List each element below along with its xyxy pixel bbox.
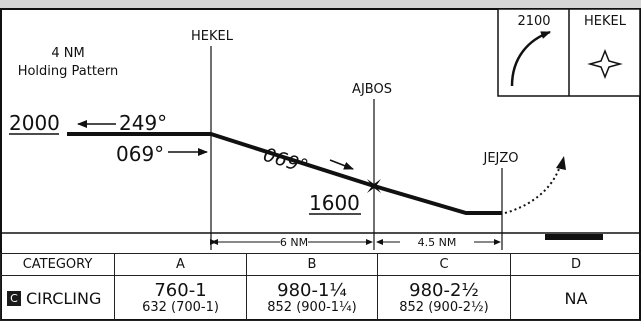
minima-table: CATEGORY A B C D C CIRCLING 760-1 632 (70… xyxy=(0,253,641,321)
minima-cat-c: 980-2½ 852 (900-2½) xyxy=(377,275,511,321)
minima-header-d: D xyxy=(510,253,641,276)
minima-circling-row: C CIRCLING 760-1 632 (700-1) 980-1¼ 852 (… xyxy=(0,275,641,321)
minima-header-a: A xyxy=(114,253,247,276)
minima-cat-b: 980-1¼ 852 (900-1¼) xyxy=(246,275,378,321)
cat-b-hat: 852 (900-1¼) xyxy=(267,299,357,315)
minima-header-row: CATEGORY A B C D xyxy=(0,253,641,276)
outbound-course: 249° xyxy=(119,111,167,135)
stepdown-altitude: 1600 xyxy=(309,191,360,215)
minima-cat-a: 760-1 632 (700-1) xyxy=(114,275,247,321)
missed-climb-altitude: 2100 xyxy=(517,14,550,29)
climb-turn-arrow-icon xyxy=(510,30,551,87)
distance-hekel-ajbos: 6 NM xyxy=(280,236,308,249)
inbound-course: 069° xyxy=(116,142,164,166)
fix-ajbos-label: AJBOS xyxy=(352,82,392,97)
missed-approach-path xyxy=(504,165,561,214)
holding-label: Holding Pattern xyxy=(18,64,119,79)
fix-jejzo-label: JEJZO xyxy=(482,151,518,166)
cat-b-mda: 980-1¼ xyxy=(277,279,347,301)
fix-hekel-label: HEKEL xyxy=(191,29,234,44)
missed-approach-icons: 2100 HEKEL xyxy=(497,8,641,97)
minima-header-category: CATEGORY xyxy=(0,253,115,276)
holding-distance: 4 NM xyxy=(51,46,84,61)
cat-a-mda: 760-1 xyxy=(154,279,207,301)
minima-header-b: B xyxy=(246,253,378,276)
circling-badge: C xyxy=(7,290,21,306)
descent-profile xyxy=(210,132,502,215)
cat-c-mda: 980-2½ xyxy=(409,279,479,301)
top-band xyxy=(0,0,641,9)
circling-label-cell: C CIRCLING xyxy=(0,275,115,321)
cat-c-hat: 852 (900-2½) xyxy=(399,299,489,315)
missed-approach-arrow-icon xyxy=(556,156,566,170)
final-approach-fix-icon xyxy=(367,179,381,193)
cat-d-value: NA xyxy=(564,288,588,308)
minima-header-c: C xyxy=(377,253,511,276)
holding-fix-icon xyxy=(587,48,623,80)
missed-fix-label: HEKEL xyxy=(584,14,627,29)
minima-cat-d: NA xyxy=(510,275,641,321)
segment-course-arrow xyxy=(329,159,354,170)
segment-course: 069° xyxy=(261,144,311,178)
runway-bar xyxy=(545,234,603,240)
cat-a-hat: 632 (700-1) xyxy=(142,299,219,315)
distance-ajbos-jejzo: 4.5 NM xyxy=(418,236,457,249)
holding-altitude: 2000 xyxy=(9,111,60,135)
circling-label: CIRCLING xyxy=(26,288,102,308)
